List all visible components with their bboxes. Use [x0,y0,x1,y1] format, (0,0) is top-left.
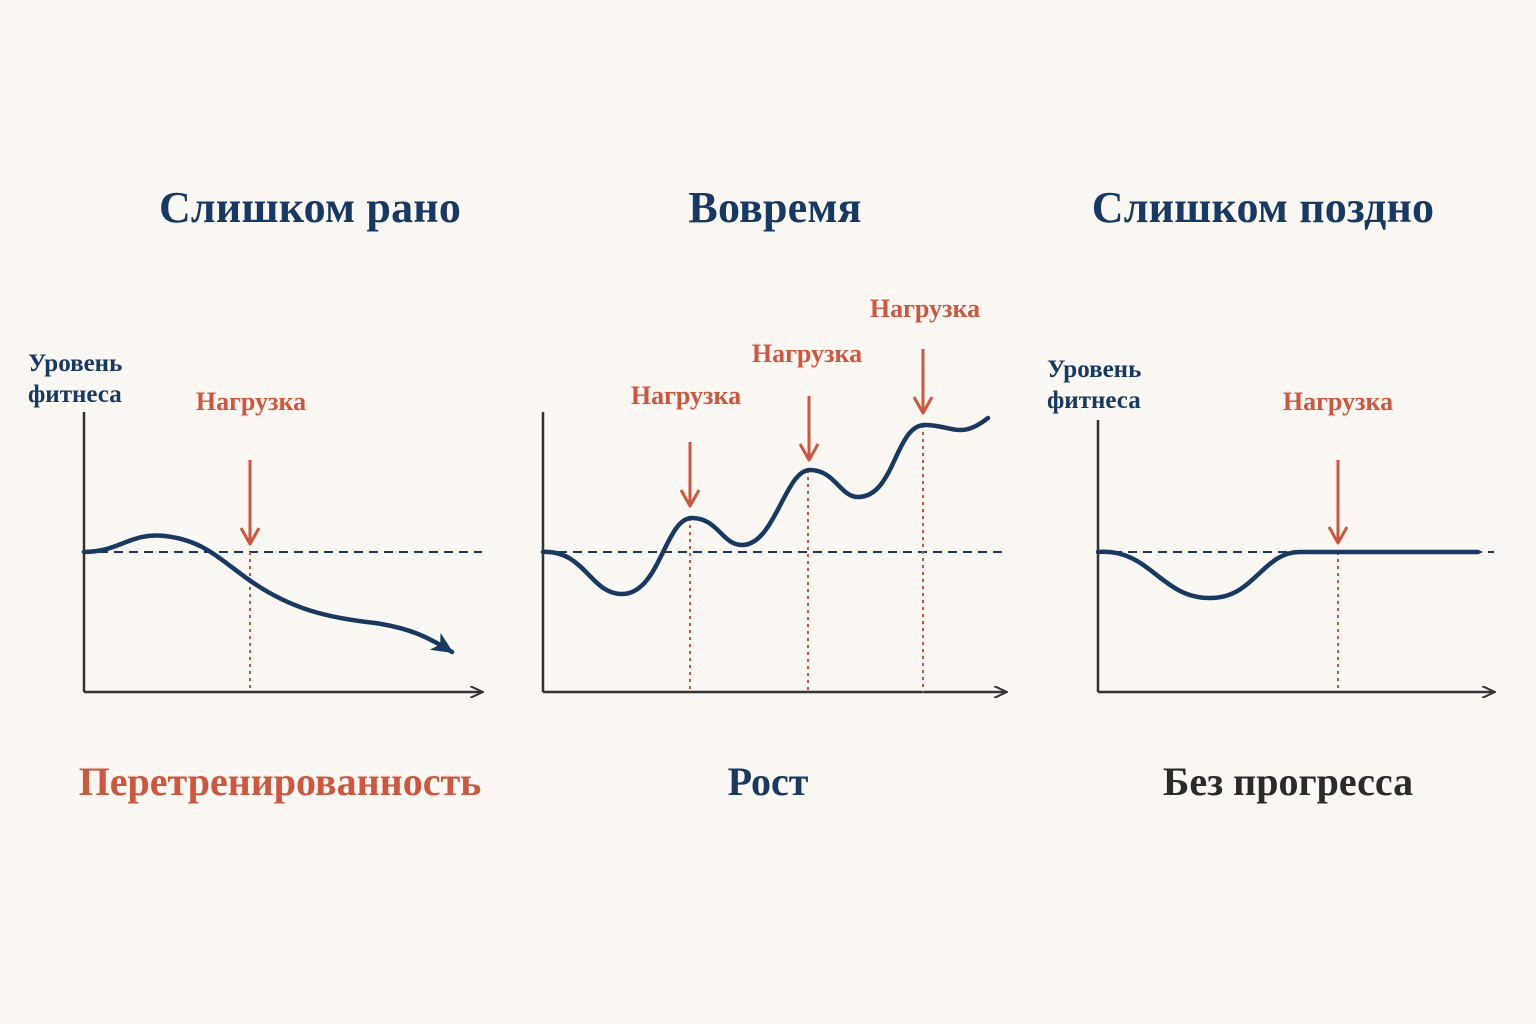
load-label: Нагрузка [752,339,862,368]
panel-on-time: Нагрузка Нагрузка Нагрузка [540,294,1006,692]
y-axis-label-line: Уровень [28,350,123,377]
load-label: Нагрузка [870,294,980,323]
y-axis-label-line: Уровень [1047,356,1142,383]
panel-title-too-late: Слишком поздно [1091,183,1435,232]
y-axis-label-line: фитнеса [1047,387,1141,414]
panel-too-early: Нагрузка [81,387,482,692]
y-axis-label-too-early: Уровень фитнеса [28,348,122,410]
load-label: Нагрузка [631,381,741,410]
panel-caption-too-early: Перетренированность [78,759,482,804]
fitness-curve [1095,549,1481,601]
panel-title-on-time: Вовремя [688,183,862,232]
panel-caption-on-time: Рост [727,759,809,804]
panel-title-too-early: Слишком рано [158,183,462,232]
panel-caption-too-late: Без прогресса [1162,759,1414,804]
y-axis-label-too-late: Уровень фитнеса [1047,354,1141,416]
load-label: Нагрузка [196,387,306,416]
fitness-curve [81,533,455,655]
load-label: Нагрузка [1283,387,1393,416]
y-axis-label-line: фитнеса [28,381,122,408]
fitness-curve [540,415,991,597]
panel-too-late: Нагрузка [1095,387,1494,692]
